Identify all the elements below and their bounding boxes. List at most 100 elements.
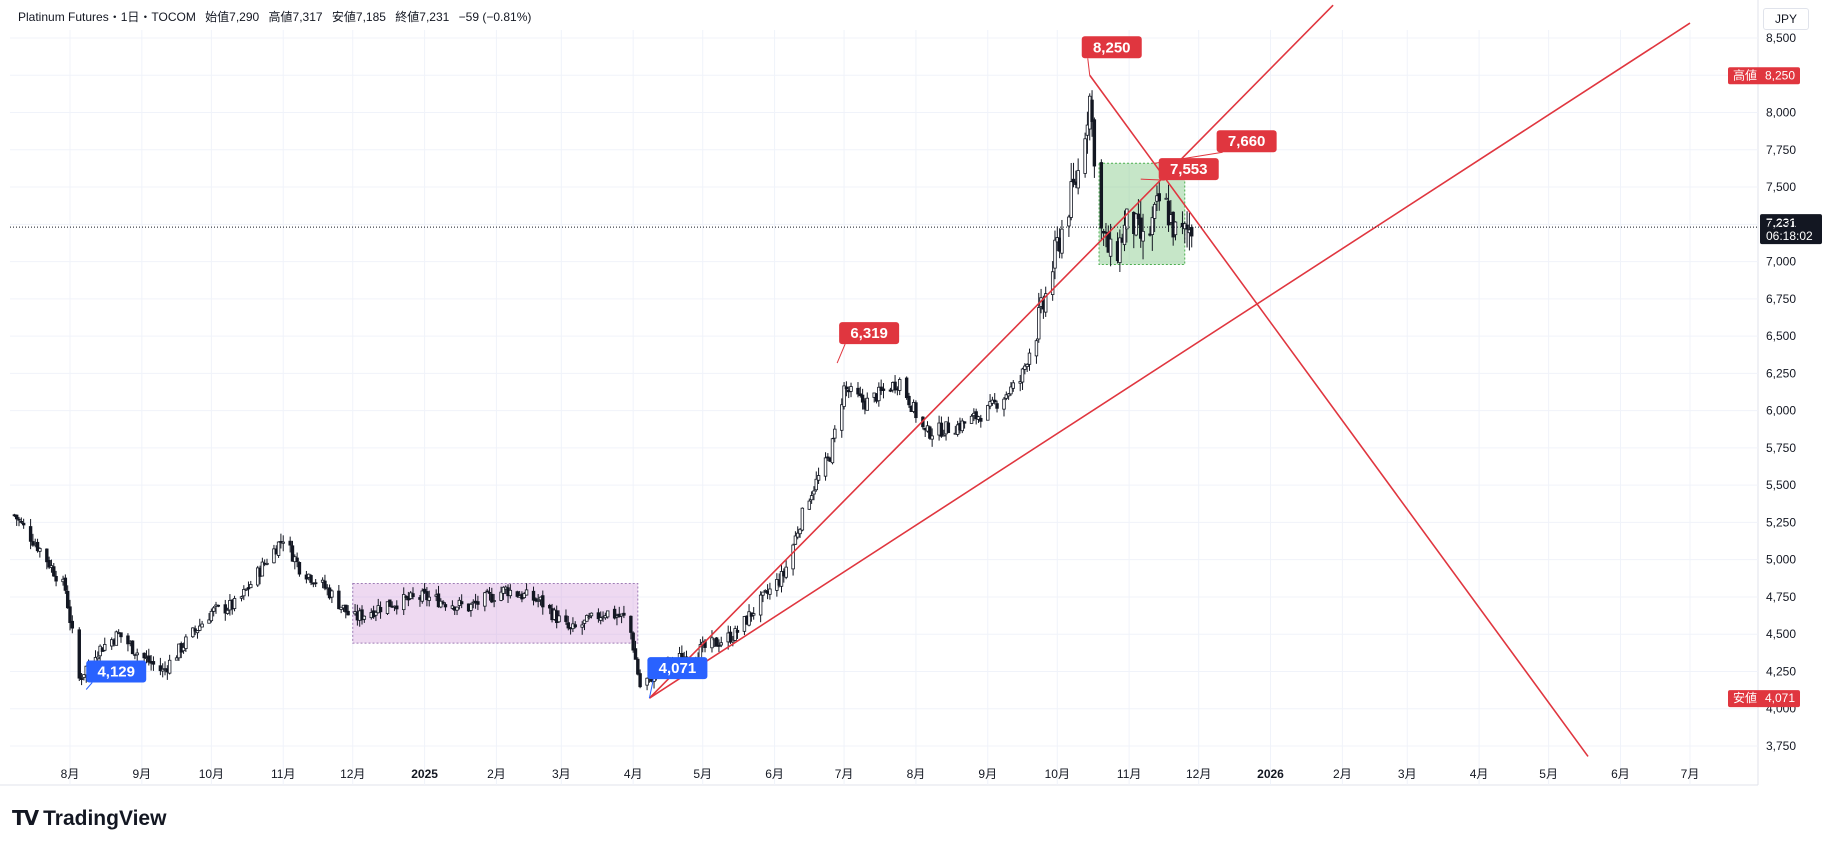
candle [290, 540, 295, 562]
candle [385, 601, 390, 616]
candle-body [378, 607, 383, 613]
candle [1076, 158, 1080, 195]
candle [98, 644, 102, 663]
y-tick-label: 6,000 [1766, 404, 1796, 418]
candle [1025, 363, 1029, 372]
candle-body [907, 395, 911, 406]
candle [830, 437, 835, 465]
candle-body [860, 394, 865, 403]
annotation-box [839, 322, 900, 345]
y-tick-label: 5,250 [1766, 515, 1796, 529]
candle [14, 514, 19, 526]
y-tick-label: 5,500 [1766, 478, 1796, 492]
candle-body [1025, 363, 1029, 367]
candle [309, 574, 313, 586]
candle-body [1173, 221, 1178, 236]
candle-body [288, 540, 292, 546]
candle-body [800, 507, 805, 531]
candle [524, 583, 529, 596]
candle-body [930, 435, 934, 440]
candle [167, 654, 172, 675]
candle-body [487, 592, 492, 594]
candle-body [54, 575, 58, 582]
candle-body [184, 636, 188, 649]
candle [436, 585, 441, 608]
candle-body [45, 548, 49, 563]
candle-body [833, 428, 837, 439]
candle [378, 601, 383, 619]
candle-body [1099, 162, 1104, 229]
candle-body [541, 595, 545, 608]
tradingview-logo[interactable]: 𝗧𝗩 TradingView [12, 806, 166, 831]
candle-body [70, 620, 75, 629]
candle [645, 677, 649, 691]
candle-body [242, 589, 246, 597]
candle [508, 584, 513, 599]
candle-body [1037, 307, 1041, 340]
candle [557, 610, 561, 623]
y-tick-label: 6,750 [1766, 292, 1796, 306]
candle [877, 382, 881, 407]
candle-body [290, 545, 295, 562]
candle [337, 584, 341, 610]
annotation-callout: 4,129 [85, 660, 147, 690]
candle-body [96, 656, 100, 660]
candle [265, 558, 269, 566]
candle [52, 563, 56, 577]
candle [904, 376, 909, 400]
candle-body [21, 522, 26, 526]
candle-body [1060, 228, 1064, 254]
candle [1037, 292, 1041, 343]
candle [897, 377, 902, 396]
x-tick-label: 2026 [1257, 767, 1284, 781]
candle-body [35, 541, 40, 552]
candle [622, 605, 626, 619]
annotation-label: 7,553 [1170, 161, 1208, 178]
candle-body [147, 655, 151, 663]
candle [988, 394, 992, 410]
candle [823, 452, 828, 481]
candle [812, 486, 816, 501]
candle [1157, 181, 1161, 211]
candle [631, 631, 635, 653]
candle-body [1108, 238, 1113, 257]
candle-body [993, 399, 997, 403]
candle-body [897, 379, 902, 391]
candle [31, 533, 35, 547]
currency-selector[interactable]: JPY [1763, 8, 1809, 30]
candle-body [1152, 203, 1157, 219]
y-tick-label: 4,500 [1766, 627, 1796, 641]
candle-body [483, 592, 487, 607]
candle-body [714, 637, 719, 647]
candle [564, 609, 568, 625]
candle [566, 615, 570, 631]
candle [295, 552, 299, 568]
candle-body [888, 389, 893, 392]
candle [19, 517, 24, 524]
candle-body [191, 627, 195, 638]
x-tick-label: 2025 [411, 767, 438, 781]
trendlines[interactable] [648, 4, 1691, 757]
x-tick-label: 11月 [271, 767, 295, 781]
candle-body [395, 605, 399, 610]
candle [865, 392, 869, 411]
candle-body [337, 590, 341, 610]
candle-body [1020, 368, 1025, 383]
candle-body [531, 590, 536, 601]
x-tick-label: 4月 [624, 767, 643, 781]
candle [800, 507, 805, 532]
candle-body [174, 657, 179, 661]
candle [833, 425, 837, 443]
candle [483, 591, 487, 612]
candle-body [1044, 293, 1048, 313]
candle-body [200, 623, 204, 628]
symbol-name[interactable]: Platinum Futures・1日・TOCOM [18, 10, 196, 24]
price-axis[interactable]: 8,500 8,250 8,000 7,750 7,500 7,250 7,000 6,750… [1728, 31, 1800, 753]
candle-body [986, 405, 990, 421]
candle [1139, 199, 1143, 248]
candle [68, 599, 72, 631]
time-axis[interactable]: 8月 9月 10月 11月 12月 2025 2月 3月 4月 5月 6月 7月 8月 9月 10月 11月 1… [61, 767, 1700, 781]
candle-body [830, 438, 835, 464]
candle-body [728, 631, 733, 643]
